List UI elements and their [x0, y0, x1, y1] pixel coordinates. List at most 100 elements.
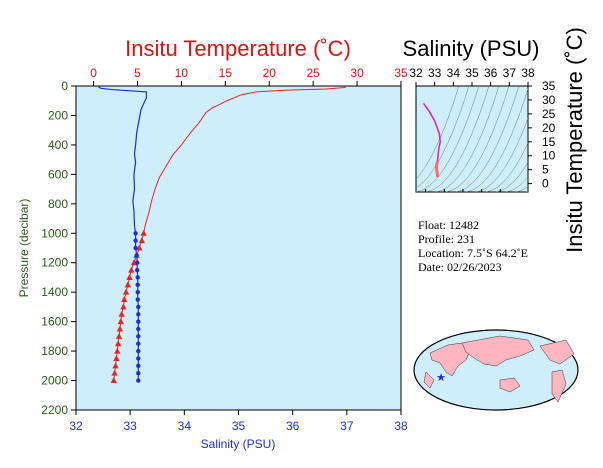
salinity-point	[134, 253, 139, 258]
density-contour	[505, 176, 528, 192]
pressure-tick-label: 600	[48, 167, 68, 181]
density-contour	[455, 86, 520, 192]
profile-row: Profile: 231	[418, 232, 528, 246]
ts-salinity-tick-label: 34	[447, 66, 461, 80]
salinity-tick-label: 38	[394, 419, 408, 433]
ts-temp-tick-label: 15	[542, 135, 556, 149]
density-contour	[515, 186, 528, 192]
temperature-tick-label: 30	[350, 66, 364, 80]
temperature-point	[122, 288, 130, 295]
ts-temp-tick-label: 0	[542, 177, 549, 191]
pressure-tick-label: 200	[48, 108, 68, 122]
pressure-tick-label: 400	[48, 138, 68, 152]
temperature-tick-label: 25	[306, 66, 320, 80]
temperature-point	[110, 377, 117, 384]
ts-salinity-tick-label: 38	[521, 66, 535, 80]
ts-temp-tick-label: 20	[542, 121, 556, 135]
temperature-tick-label: 35	[394, 66, 408, 80]
location-label: Location:	[418, 246, 464, 260]
temperature-line	[113, 85, 347, 381]
pressure-tick-label: 1400	[41, 285, 68, 299]
density-contour	[445, 86, 510, 192]
map-land	[423, 335, 575, 403]
salinity-point	[136, 378, 141, 383]
profile-value: 231	[457, 232, 475, 246]
salinity-point	[136, 370, 141, 376]
density-contour	[485, 142, 528, 192]
temperature-point	[138, 237, 146, 244]
ts-salinity-tick-label: 37	[503, 66, 517, 80]
salinity-point	[136, 304, 141, 310]
ts-series-group	[422, 102, 442, 178]
temperature-tick-label: 0	[90, 66, 97, 80]
main-axis-ticks: 0200400600800100012001400160018002000220…	[41, 66, 408, 433]
salinity-point	[136, 319, 141, 324]
temperature-axis-title: Insitu Temperature (˚C)	[125, 36, 351, 61]
salinity-tick-label: 32	[69, 419, 83, 433]
ts-density-contours	[416, 86, 528, 192]
land-south-america	[551, 369, 567, 403]
pressure-tick-label: 0	[61, 79, 68, 93]
date-label: Date:	[418, 260, 444, 274]
temperature-point	[120, 303, 127, 310]
main-series-group	[97, 85, 347, 384]
date-value: 02/26/2023	[447, 260, 502, 274]
salinity-point	[135, 267, 140, 273]
salinity-axis-title: Salinity (PSU)	[201, 437, 276, 451]
land-north-america	[539, 339, 575, 365]
temperature-point	[118, 310, 125, 317]
land-west-edge	[423, 371, 435, 389]
pressure-tick-label: 1600	[41, 315, 68, 329]
density-contour	[435, 86, 500, 192]
float-location-marker: ★	[436, 372, 446, 384]
salinity-point	[136, 341, 141, 346]
temperature-point	[114, 340, 122, 347]
salinity-point	[136, 348, 141, 354]
temperature-point	[115, 332, 123, 339]
temperature-point	[128, 266, 135, 273]
salinity-tick-label: 33	[123, 419, 137, 433]
density-contour	[475, 117, 528, 192]
salinity-point	[136, 363, 141, 369]
ts-temp-tick-label: 10	[542, 149, 556, 163]
density-contour	[416, 86, 470, 189]
land-australia	[499, 377, 521, 393]
temperature-point	[114, 347, 121, 354]
temperature-point	[117, 318, 124, 325]
temperature-point	[116, 325, 124, 332]
salinity-point	[136, 356, 141, 361]
salinity-point	[135, 289, 140, 295]
salinity-point	[135, 282, 140, 288]
temperature-point	[136, 244, 143, 251]
salinity-point	[133, 231, 138, 236]
salinity-point	[135, 260, 140, 265]
pressure-tick-label: 800	[48, 197, 68, 211]
ts-salinity-tick-label: 33	[428, 66, 442, 80]
float-info-panel: Float: 12482 Profile: 231 Location: 7.5˚…	[418, 218, 528, 274]
temperature-point	[140, 229, 147, 236]
temperature-point	[126, 273, 133, 280]
salinity-tick-label: 37	[340, 419, 354, 433]
salinity-point	[133, 238, 138, 243]
ts-temp-tick-label: 35	[542, 79, 556, 93]
density-contour	[465, 87, 528, 192]
ts-salinity-tick-label: 36	[484, 66, 498, 80]
land-africa-europe	[429, 342, 471, 377]
temperature-point	[112, 362, 119, 369]
temperature-tick-label: 10	[175, 66, 189, 80]
temperature-tick-label: 5	[134, 66, 141, 80]
ts-yaxis-title: Insitu Temperature (˚C)	[562, 27, 587, 253]
temperature-tick-label: 20	[263, 66, 277, 80]
ts-temp-tick-label: 30	[542, 93, 556, 107]
float-row: Float: 12482	[418, 218, 528, 232]
float-value: 12482	[449, 218, 480, 232]
ts-salinity-tick-label: 35	[465, 66, 479, 80]
pressure-tick-label: 2200	[41, 403, 68, 417]
temperature-point	[121, 296, 128, 303]
salinity-point	[133, 245, 138, 251]
density-contour	[416, 86, 480, 192]
main-plot-area	[75, 85, 402, 411]
date-row: Date: 02/26/2023	[418, 260, 528, 274]
